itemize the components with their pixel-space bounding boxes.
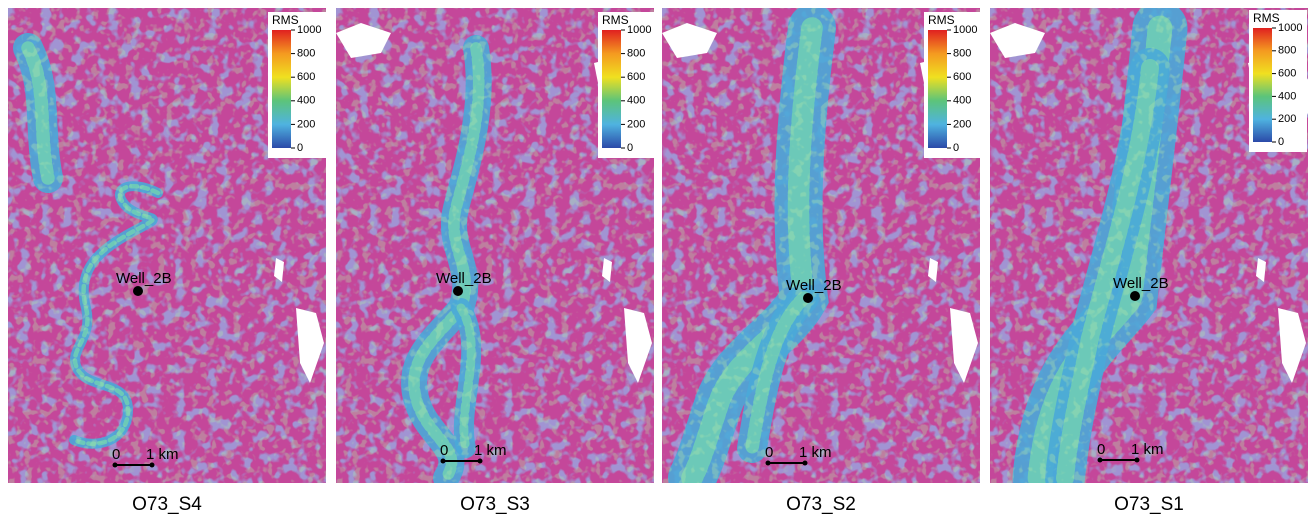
- colorbar-tick-label: 200: [297, 118, 315, 130]
- map-panel: RMS 0 200 400 600 800 1000 Well_2B 0 1 km: [336, 8, 656, 483]
- colorbar-tick-label: 600: [1278, 68, 1296, 80]
- colorbar: RMS 0 200 400 600 800 1000: [268, 12, 326, 158]
- colorbar-ramp: [928, 30, 947, 148]
- scale-end: [112, 462, 118, 468]
- no-data: [602, 258, 652, 383]
- colorbar-tick-label: 800: [953, 48, 971, 60]
- colorbar-tick-label: 800: [627, 48, 645, 60]
- colorbar-tick-label: 0: [627, 142, 633, 154]
- colorbar-tick-label: 400: [953, 95, 971, 107]
- colorbar-tick-label: 1000: [627, 24, 651, 36]
- colorbar-tick-label: 600: [953, 71, 971, 83]
- colorbar-tick-label: 200: [1278, 113, 1296, 125]
- colorbar-title: RMS: [272, 13, 299, 27]
- colorbar-ramp: [1253, 28, 1272, 142]
- colorbar-tick-label: 800: [297, 48, 315, 60]
- colorbar-tick-label: 400: [297, 95, 315, 107]
- well-marker: [453, 286, 463, 296]
- colorbar-tick-label: 200: [953, 118, 971, 130]
- scale-start-label: 0: [1097, 441, 1105, 458]
- scale-end: [477, 458, 483, 464]
- colorbar-tick-label: 0: [953, 142, 959, 154]
- colorbar-tick-label: 1000: [1278, 22, 1302, 34]
- colorbar-tick-label: 400: [627, 95, 645, 107]
- colorbar-ramp: [272, 30, 291, 148]
- colorbar-tick-label: 600: [297, 71, 315, 83]
- panel-caption: O73_S3: [460, 494, 530, 515]
- map-panel: RMS 0 200 400 600 800 1000 Well_2B 0 1 km: [990, 8, 1308, 483]
- colorbar-tick-label: 0: [1278, 136, 1284, 148]
- no-data: [928, 258, 978, 383]
- scale-end-label: 1 km: [1131, 441, 1164, 458]
- scale-start-label: 0: [440, 442, 448, 459]
- colorbar-tick-label: 600: [627, 71, 645, 83]
- colorbar-tick-label: 0: [297, 142, 303, 154]
- no-data: [274, 258, 324, 383]
- colorbar: RMS 0 200 400 600 800 1000: [1249, 10, 1307, 152]
- colorbar: RMS 0 200 400 600 800 1000: [924, 12, 982, 158]
- scale-end: [149, 462, 155, 468]
- scale-end-label: 1 km: [146, 446, 179, 463]
- colorbar-tick-label: 400: [1278, 90, 1296, 102]
- panel-caption: O73_S1: [1114, 494, 1184, 515]
- scale-end: [1097, 457, 1103, 463]
- colorbar-tick-label: 800: [1278, 45, 1296, 57]
- colorbar-title: RMS: [1253, 11, 1280, 25]
- colorbar: RMS 0 200 400 600 800 1000: [598, 12, 656, 158]
- colorbar-tick-label: 1000: [953, 24, 977, 36]
- scale-end: [1134, 457, 1140, 463]
- panel-caption: O73_S4: [132, 494, 202, 515]
- well-label: Well_2B: [436, 270, 492, 287]
- well-marker: [803, 293, 813, 303]
- scale-end: [440, 458, 446, 464]
- scale-start-label: 0: [112, 446, 120, 463]
- panel-caption: O73_S2: [786, 494, 856, 515]
- scale-end-label: 1 km: [799, 444, 832, 461]
- scale-end: [765, 460, 771, 466]
- colorbar-ramp: [602, 30, 621, 148]
- well-label: Well_2B: [1113, 275, 1169, 292]
- well-marker: [1130, 291, 1140, 301]
- well-marker: [133, 286, 143, 296]
- colorbar-title: RMS: [928, 13, 955, 27]
- well-label: Well_2B: [116, 270, 172, 287]
- no-data: [1256, 258, 1306, 383]
- map-panel: RMS 0 200 400 600 800 1000 Well_2B 0 1 km: [8, 8, 326, 483]
- scale-end: [802, 460, 808, 466]
- map-panel: RMS 0 200 400 600 800 1000 Well_2B 0 1 km: [662, 8, 982, 483]
- colorbar-tick-label: 200: [627, 118, 645, 130]
- scale-start-label: 0: [765, 444, 773, 461]
- colorbar-tick-label: 1000: [297, 24, 321, 36]
- scale-end-label: 1 km: [474, 442, 507, 459]
- well-label: Well_2B: [786, 277, 842, 294]
- colorbar-title: RMS: [602, 13, 629, 27]
